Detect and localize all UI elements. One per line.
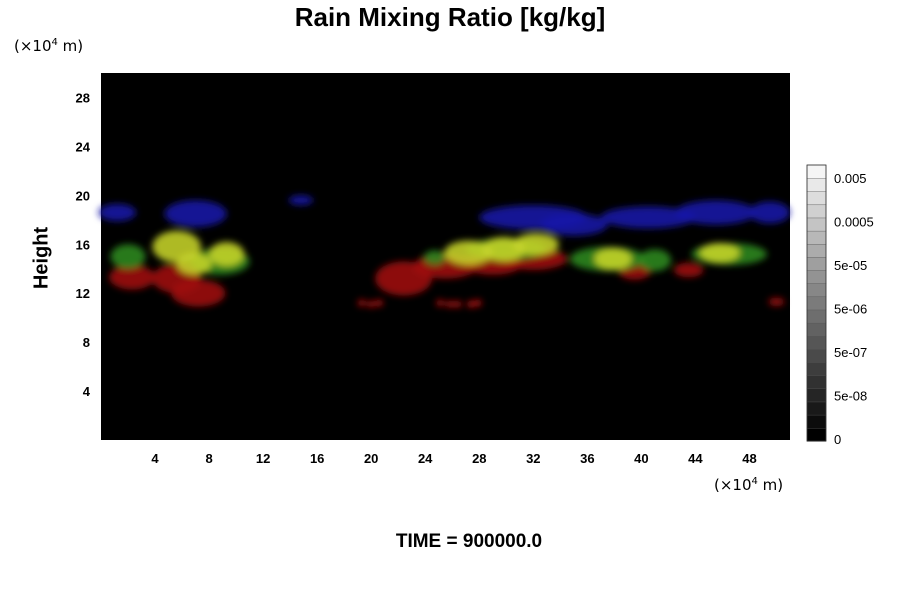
field-blob — [466, 300, 476, 308]
field-blob — [176, 252, 212, 275]
field-blob — [423, 250, 446, 265]
y-unit-exponent: 4 — [51, 37, 58, 48]
colorbar: 0 5e-08 5e-07 5e-06 5e-05 0.0005 0.005 — [806, 164, 874, 447]
field-blob — [638, 249, 672, 272]
field-blob — [513, 233, 559, 256]
colorbar-segment — [806, 427, 827, 442]
y-tick-label: 12 — [76, 286, 90, 301]
field-blob — [675, 200, 757, 225]
field-blob — [600, 206, 696, 229]
field-blob — [288, 195, 314, 206]
field-blob — [540, 213, 608, 236]
colorbar-tick-label: 5e-07 — [834, 345, 867, 360]
x-tick-label: 48 — [742, 451, 756, 466]
field-blob — [367, 300, 376, 308]
colorbar-tick-label: 5e-05 — [834, 258, 867, 273]
y-unit-suffix: m) — [57, 37, 84, 55]
colorbar-segment — [806, 191, 827, 206]
colorbar-segment — [806, 204, 827, 219]
x-unit-suffix: m) — [757, 476, 784, 494]
colorbar-segment — [806, 283, 827, 298]
field-blob — [453, 300, 462, 308]
x-axis-unit: (×104 m) — [714, 473, 783, 494]
field-blob — [110, 244, 146, 269]
colorbar-tick-label: 0.0005 — [834, 215, 874, 230]
x-unit-prefix: (×10 — [714, 476, 752, 494]
colorbar-segment — [806, 388, 827, 403]
x-tick-label: 28 — [472, 451, 486, 466]
field-layer — [98, 195, 790, 308]
colorbar-segment — [806, 256, 827, 271]
colorbar-segment — [806, 361, 827, 376]
x-tick-label: 32 — [526, 451, 540, 466]
colorbar-segment — [806, 335, 827, 350]
y-tick-labels: 4 8 12 16 20 24 28 — [76, 91, 91, 400]
field-blob — [699, 243, 740, 263]
colorbar-segment — [806, 230, 827, 245]
y-tick-label: 16 — [76, 237, 90, 252]
colorbar-segment — [806, 296, 827, 311]
y-unit-prefix: (×10 — [14, 37, 52, 55]
x-tick-label: 40 — [634, 451, 648, 466]
y-tick-label: 24 — [76, 139, 91, 154]
colorbar-segment — [806, 322, 827, 337]
x-tick-label: 8 — [205, 451, 212, 466]
field-blob — [98, 203, 137, 222]
colorbar-segment — [806, 309, 827, 324]
field-blob — [171, 279, 226, 307]
colorbar-segment — [806, 414, 827, 429]
field-blob — [473, 299, 482, 307]
colorbar-segment — [806, 217, 827, 232]
chart-title: Rain Mixing Ratio [kg/kg] — [294, 2, 606, 32]
x-unit-exponent: 4 — [751, 476, 758, 487]
field-blob — [445, 300, 454, 308]
field-blob — [749, 201, 790, 224]
y-tick-label: 8 — [83, 335, 90, 350]
x-tick-label: 16 — [310, 451, 324, 466]
colorbar-frame — [806, 164, 827, 442]
field-region-blue — [98, 195, 790, 236]
field-blob — [209, 241, 245, 267]
y-tick-label: 20 — [76, 188, 90, 203]
colorbar-tick-label: 5e-08 — [834, 389, 867, 404]
field-region-yellow — [152, 230, 740, 275]
field-blob — [375, 299, 384, 307]
x-tick-label: 12 — [256, 451, 270, 466]
field-blob — [109, 265, 156, 290]
field-region-red-dots — [357, 299, 482, 308]
field-blob — [594, 247, 632, 270]
colorbar-segment — [806, 375, 827, 390]
time-label: TIME = 900000.0 — [395, 531, 543, 552]
colorbar-segment — [806, 401, 827, 416]
x-tick-labels: 4 8 12 16 20 24 28 32 36 40 44 48 — [151, 451, 756, 466]
colorbar-segment — [806, 269, 827, 284]
y-tick-label: 4 — [83, 384, 91, 399]
field-blob — [436, 299, 445, 307]
x-tick-label: 36 — [580, 451, 594, 466]
colorbar-segment — [806, 177, 827, 192]
field-blob — [164, 200, 227, 228]
x-tick-label: 4 — [151, 451, 159, 466]
field-blob — [673, 262, 704, 278]
colorbar-segment — [806, 164, 827, 179]
field-blob — [444, 240, 493, 265]
field-blob — [357, 299, 366, 307]
colorbar-tick-label: 5e-06 — [834, 302, 867, 317]
x-tick-label: 20 — [364, 451, 378, 466]
x-tick-label: 24 — [418, 451, 433, 466]
colorbar-segment — [806, 243, 827, 258]
colorbar-segment — [806, 348, 827, 363]
x-tick-label: 44 — [688, 451, 703, 466]
colorbar-tick-label: 0.005 — [834, 171, 867, 186]
colorbar-tick-label: 0 — [834, 432, 841, 447]
field-blob — [768, 297, 785, 307]
y-tick-label: 28 — [76, 91, 90, 106]
y-axis-unit: (×104 m) — [14, 34, 83, 55]
